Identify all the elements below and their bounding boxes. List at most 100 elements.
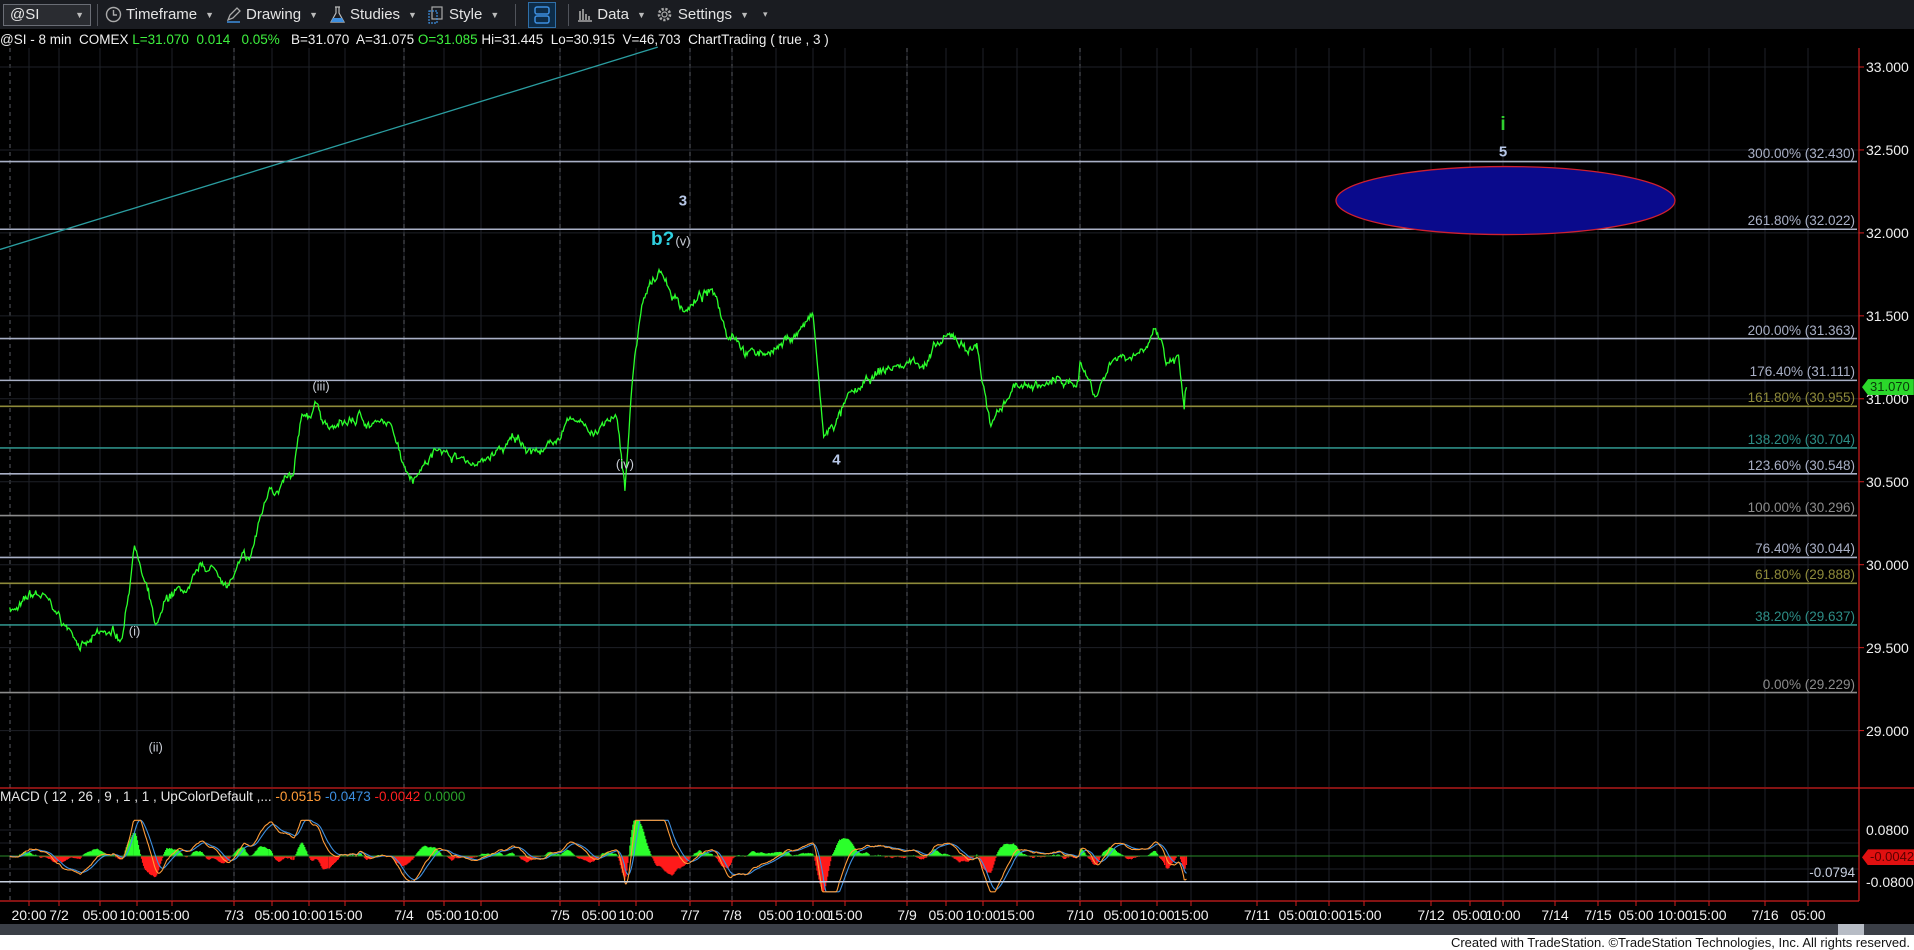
- time-axis-label: 7/10: [1066, 907, 1094, 923]
- time-axis-label: 7/2: [49, 907, 69, 923]
- fib-level-label: 176.40% (31.111): [1749, 364, 1855, 380]
- time-axis-label: 7/9: [897, 907, 917, 923]
- wave-label: 4: [832, 451, 841, 469]
- time-axis-label: 7/3: [224, 907, 244, 923]
- chevron-down-icon: ▼: [490, 9, 500, 20]
- price-axis-label: 31.500: [1866, 307, 1909, 324]
- time-axis-label: 05:00: [426, 907, 462, 923]
- macd-signal-value: -0.0473: [324, 789, 371, 804]
- time-axis-label: 10:00: [795, 907, 831, 923]
- timeframe-label: Timeframe: [126, 6, 198, 23]
- symbol-info-line: @SI - 8 min COMEX L=31.070 0.014 0.05% B…: [0, 32, 829, 48]
- copyright-text: Created with TradeStation. ©TradeStation…: [1450, 935, 1910, 950]
- time-axis-label: 10:00: [1657, 907, 1693, 923]
- symbol-value: @SI: [10, 6, 40, 23]
- trendline: [0, 46, 658, 251]
- fib-level-label: 123.60% (30.548): [1747, 457, 1855, 473]
- macd-legend: MACD ( 12 , 26 , 9 , 1 , 1 , UpColorDefa…: [0, 789, 465, 804]
- last-price: L=31.070: [132, 32, 189, 47]
- scrollbar-thumb[interactable]: [1838, 924, 1864, 935]
- time-axis-label: 15:00: [1173, 907, 1209, 923]
- price-line: [9, 267, 1188, 653]
- settings-menu[interactable]: Settings ▼: [656, 6, 749, 24]
- style-menu[interactable]: Style ▼: [427, 5, 500, 24]
- time-axis-label: 05:00: [1103, 907, 1139, 923]
- time-axis-label: 20:00: [11, 907, 47, 923]
- time-axis-label: 10:00: [119, 907, 155, 923]
- chevron-down-icon: ▼: [309, 9, 318, 20]
- time-axis-label: 7/15: [1584, 907, 1612, 923]
- wave-label: (v): [675, 233, 691, 249]
- time-axis-label: 7/12: [1417, 907, 1445, 923]
- time-axis-label: 10:00: [965, 907, 1001, 923]
- macd-params: MACD ( 12 , 26 , 9 , 1 , 1 , UpColorDefa…: [0, 789, 272, 804]
- pen-icon: [224, 6, 242, 24]
- time-axis-label: 05:00: [1278, 907, 1314, 923]
- macd-current-badge: -0.0042: [1862, 849, 1914, 866]
- time-axis-label: 10:00: [291, 907, 327, 923]
- price-axis-label: 30.000: [1866, 556, 1909, 573]
- last-price-badge: 31.070: [1862, 379, 1914, 396]
- time-axis-label: 7/16: [1751, 907, 1779, 923]
- time-axis-label: 7/4: [394, 907, 414, 923]
- price-axis-label: 29.500: [1866, 639, 1909, 656]
- symbol-description: @SI - 8 min COMEX: [0, 32, 133, 47]
- macd-line: [9, 819, 1187, 893]
- horizontal-scrollbar[interactable]: [0, 924, 1914, 935]
- macd-diff-value: -0.0042: [374, 789, 421, 804]
- percent-change: 0.05%: [241, 32, 280, 47]
- open-price: O=31.085: [417, 32, 478, 47]
- macd-value: -0.0515: [275, 789, 322, 804]
- time-axis-label: 7/8: [722, 907, 742, 923]
- fib-level-label: 100.00% (30.296): [1747, 499, 1855, 515]
- time-axis-label: 05:00: [581, 907, 617, 923]
- toolbar: @SI ▼ Timeframe ▼ Drawing ▼ Studies ▼ Style…: [0, 0, 1914, 29]
- time-axis-label: 05:00: [758, 907, 794, 923]
- price-axis-label: 29.000: [1866, 722, 1909, 739]
- wave-label: i: [1500, 114, 1506, 136]
- time-axis-label: 10:00: [618, 907, 654, 923]
- chevron-down-icon: ▼: [740, 9, 749, 20]
- wave-label: (ii): [148, 739, 163, 755]
- macd-axis-label: -0.0800: [1866, 874, 1914, 890]
- time-axis-label: 7/11: [1243, 907, 1271, 923]
- time-axis-label: 15:00: [827, 907, 863, 923]
- drawing-menu[interactable]: Drawing ▼: [224, 6, 318, 24]
- price-axis-label: 32.000: [1866, 224, 1909, 241]
- wave-label: (iv): [615, 456, 634, 471]
- chevron-down-icon: ▼: [205, 9, 215, 20]
- overflow-chevron-icon[interactable]: ▾: [762, 9, 768, 19]
- macd-signal-line: [9, 819, 1187, 893]
- price-axis-label: 32.500: [1866, 141, 1909, 158]
- time-axis-label: 05:00: [1790, 907, 1826, 923]
- footer: Created with TradeStation. ©TradeStation…: [0, 935, 1914, 950]
- fib-level-label: 138.20% (30.704): [1747, 431, 1855, 447]
- divider: [515, 3, 517, 26]
- clock-icon: [104, 6, 122, 24]
- timeframe-menu[interactable]: Timeframe ▼: [104, 6, 214, 24]
- time-axis-label: 05:00: [82, 907, 118, 923]
- bar-chart-icon: [575, 6, 593, 24]
- data-menu[interactable]: Data ▼: [575, 6, 646, 24]
- fib-level-label: 261.80% (32.022): [1747, 213, 1855, 229]
- macd-histogram-positive: [18, 820, 1180, 856]
- target-zone-ellipse: [1335, 165, 1676, 236]
- time-axis-label: 10:00: [1311, 907, 1347, 923]
- quote-details: Hi=31.445 Lo=30.915 V=46,703 ChartTradin…: [477, 32, 829, 47]
- studies-menu[interactable]: Studies ▼: [328, 5, 417, 24]
- layout-toggle-button[interactable]: [528, 1, 557, 28]
- macd-histogram-negative: [10, 856, 1188, 892]
- time-axis-label: 05:00: [1618, 907, 1654, 923]
- symbol-selector[interactable]: @SI ▼: [3, 3, 91, 26]
- fib-level-label: 0.00% (29.229): [1762, 676, 1855, 692]
- time-axis-label: 15:00: [327, 907, 363, 923]
- time-axis-label: 05:00: [254, 907, 290, 923]
- macd-axis-label: 0.0800: [1866, 822, 1909, 838]
- time-axis-label: 7/7: [680, 907, 700, 923]
- chevron-down-icon: ▼: [75, 9, 84, 20]
- time-axis-label: 15:00: [154, 907, 190, 923]
- macd-zero-value: 0.0000: [424, 789, 466, 804]
- time-axis-label: 10:00: [1139, 907, 1175, 923]
- drawing-label: Drawing: [246, 6, 302, 23]
